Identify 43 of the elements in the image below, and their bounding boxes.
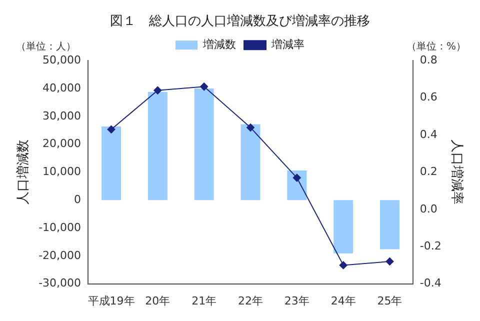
y2-tick-label: 0.6 [420, 90, 438, 104]
y2-tick-label: 0.8 [420, 53, 438, 66]
bar [194, 88, 214, 200]
y-tick-label: -20,000 [38, 248, 82, 262]
y2-axis-title: 人口増減率 [448, 140, 465, 205]
text: （単位：人） [16, 40, 76, 53]
x-tick-label: 平成19年 [88, 294, 135, 308]
x-tick-label: 23年 [284, 294, 310, 308]
bar [148, 92, 168, 200]
bar [380, 200, 400, 250]
chart-title: 図１ 総人口の人口増減数及び増減率の推移 [110, 13, 370, 30]
point [339, 261, 348, 270]
x-tick-label: 24年 [330, 294, 356, 308]
point [154, 86, 162, 94]
y-tick-label: 50,000 [42, 53, 82, 66]
x-tick-label: 22年 [238, 294, 263, 308]
y2-tick-label: 0.2 [420, 165, 438, 178]
point [386, 257, 394, 266]
y2-tick-label: 0.0 [420, 202, 438, 216]
y2-tick-label: -0.2 [420, 239, 442, 252]
point [292, 174, 301, 182]
y2-tick-label: 0.4 [420, 128, 438, 141]
bar [240, 124, 260, 200]
legend-label: 増減率 [270, 38, 304, 51]
point [107, 125, 116, 134]
x-tick-label: 21年 [192, 294, 217, 308]
x-tick-label: 25年 [377, 294, 402, 308]
y-tick-label: 40,000 [42, 81, 82, 94]
x-tick-label: 20年 [145, 294, 170, 308]
y-tick-label: -30,000 [38, 276, 82, 290]
point [200, 82, 208, 91]
y-tick-label: 30,000 [42, 109, 82, 122]
y-tick-label: 0 [74, 192, 82, 206]
text: （単位：%） [406, 40, 466, 53]
y-tick-label: 20,000 [42, 137, 82, 150]
y-tick-label: 10,000 [42, 165, 82, 178]
y-axis-title: 人口増減数 [15, 140, 32, 205]
legend-label: 増減数 [202, 38, 236, 51]
point [246, 124, 254, 132]
y2-tick-label: -0.4 [420, 276, 442, 290]
y-tick-label: -10,000 [38, 220, 82, 234]
bar [334, 200, 354, 254]
bar [102, 126, 122, 200]
